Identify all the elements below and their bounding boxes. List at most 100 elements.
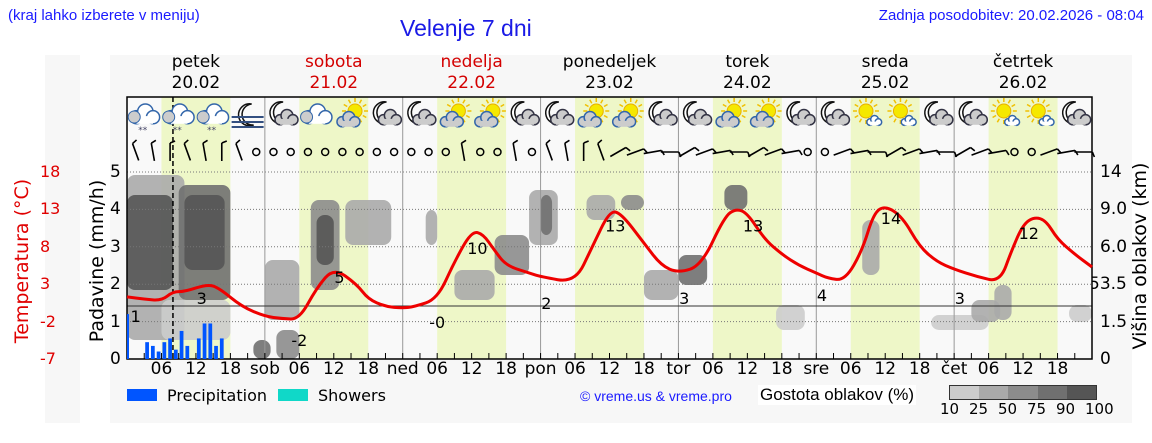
calm-wind-circle <box>493 147 502 157</box>
x-tick-label: 18 <box>1046 359 1069 379</box>
calm-wind-circle <box>389 147 399 157</box>
calm-wind-circle <box>476 147 485 157</box>
x-tick-label: 06 <box>426 359 448 379</box>
moon-cloud-icon <box>924 101 954 126</box>
cloud-height-tick: 6.0 <box>1100 236 1128 257</box>
cloud-density-swatch <box>979 386 1009 399</box>
x-tick-label: čet <box>940 359 968 379</box>
sun-cloud-icon <box>577 98 610 128</box>
calm-wind-circle <box>372 147 382 157</box>
calm-wind-circle <box>441 147 451 157</box>
last-updated: Zadnja posodobitev: 20.02.2026 - 08:04 <box>878 7 1144 24</box>
precip-tick: 1 <box>110 311 121 332</box>
wind-barb-icon <box>564 139 570 162</box>
precipitation-bar <box>162 342 167 359</box>
temperature-line <box>126 206 1093 321</box>
sun-cloud-icon <box>749 98 782 128</box>
x-tick-label: 12 <box>460 359 483 379</box>
temperature-tick: 8 <box>40 236 51 256</box>
showers-swatch <box>278 389 308 401</box>
cloud-icon <box>825 108 851 126</box>
precipitation-bar <box>219 338 224 359</box>
x-tick-label: 06 <box>702 359 724 379</box>
cloud-density-scale-label: 50 <box>998 400 1018 418</box>
weather-icons: ** ** ** <box>127 98 1092 136</box>
calm-wind-circle <box>355 147 364 157</box>
location-hint-link[interactable]: (kraj lahko izberete v meniju) <box>8 7 200 24</box>
wind-barb-icon <box>747 146 769 158</box>
temperature-label: 5 <box>334 268 344 287</box>
cloud-density-title: Gostota oblakov (%) <box>758 385 917 405</box>
cloud-density-swatch <box>1008 386 1038 399</box>
sun-small-cloud-icon <box>852 98 883 127</box>
cloud-density-blob <box>161 300 231 340</box>
day-date: 26.02 <box>998 73 1048 93</box>
moon-cloud-icon <box>1061 101 1092 126</box>
temperature-label: 13 <box>605 216 625 235</box>
cloud-height-tick: 9.0 <box>1100 199 1128 220</box>
x-tick-label: 18 <box>495 359 517 379</box>
moon-icon <box>237 103 254 127</box>
temperature-label: -2 <box>291 331 307 350</box>
calm-wind-circle <box>338 147 347 157</box>
moon-cloud-icon <box>958 101 989 126</box>
cloud-density-scale-label: 75 <box>1027 400 1047 418</box>
day-date: 20.02 <box>171 73 221 93</box>
moon-cloud-icon <box>372 101 403 126</box>
precipitation-bar <box>156 351 161 359</box>
cloud-icon <box>866 114 883 127</box>
cloud-density-blob <box>494 235 530 275</box>
temperature-label: 3 <box>197 289 207 308</box>
calm-wind-circle <box>803 147 812 157</box>
day-name: sobota <box>305 52 363 72</box>
sun-icon <box>887 98 914 124</box>
cloud-height-tick: 53.5 <box>1089 274 1127 295</box>
precipitation-bar <box>179 330 184 359</box>
day-date: 23.02 <box>585 73 634 93</box>
credit-link[interactable]: © vreme.us & vreme.pro <box>580 388 732 404</box>
temperature-label: 12 <box>1019 224 1039 243</box>
x-tick-label: 06 <box>150 359 173 379</box>
cloud-icon <box>929 108 954 126</box>
cloud-icon <box>274 108 299 126</box>
cloud-icon <box>749 110 775 128</box>
moon-cloud-icon <box>407 101 437 126</box>
cloud-icon <box>791 108 816 126</box>
plot-frame <box>126 96 1093 360</box>
x-tick-label: 12 <box>1012 359 1034 379</box>
moon-fog-icon <box>231 103 264 128</box>
sun-cloud-icon <box>474 98 506 128</box>
cloud-density-blob <box>253 340 271 359</box>
x-tick-label: 12 <box>874 359 897 379</box>
svg-text:**: ** <box>173 126 183 136</box>
x-tick-label: 12 <box>185 359 207 379</box>
cloud-snow-icon: ** <box>127 103 161 136</box>
cloud-icon <box>377 108 403 126</box>
x-tick-label: 18 <box>633 359 655 379</box>
cloud-density-blob <box>1069 305 1092 322</box>
day-name: četrtek <box>992 52 1054 72</box>
cloud-density-swatch <box>1066 386 1097 399</box>
moon-cloud-icon <box>544 101 575 126</box>
precipitation-bar <box>173 349 178 359</box>
precip-tick: 5 <box>110 162 121 182</box>
temperature-label: -0 <box>429 313 445 332</box>
x-tick-label: ned <box>386 359 419 379</box>
x-tick-label: sob <box>249 359 280 379</box>
svg-text:**: ** <box>138 126 148 136</box>
moon-cloud-icon <box>648 101 678 126</box>
sun-cloud-icon <box>336 98 369 128</box>
precip-tick: 2 <box>110 274 121 295</box>
precip-tick: 4 <box>110 199 121 220</box>
cloud-icon <box>963 108 989 126</box>
x-tick-label: sre <box>803 359 830 379</box>
cloud-density-layer <box>127 175 1092 359</box>
x-tick-label: 18 <box>908 359 931 379</box>
x-tick-label: 12 <box>322 359 345 379</box>
precipitation-bar <box>145 342 149 359</box>
cloud-snow-icon: ** <box>196 103 230 136</box>
wind-barb-icon <box>954 146 976 158</box>
precipitation-bars <box>127 314 224 359</box>
precipitation-legend-label: Precipitation <box>167 386 268 405</box>
